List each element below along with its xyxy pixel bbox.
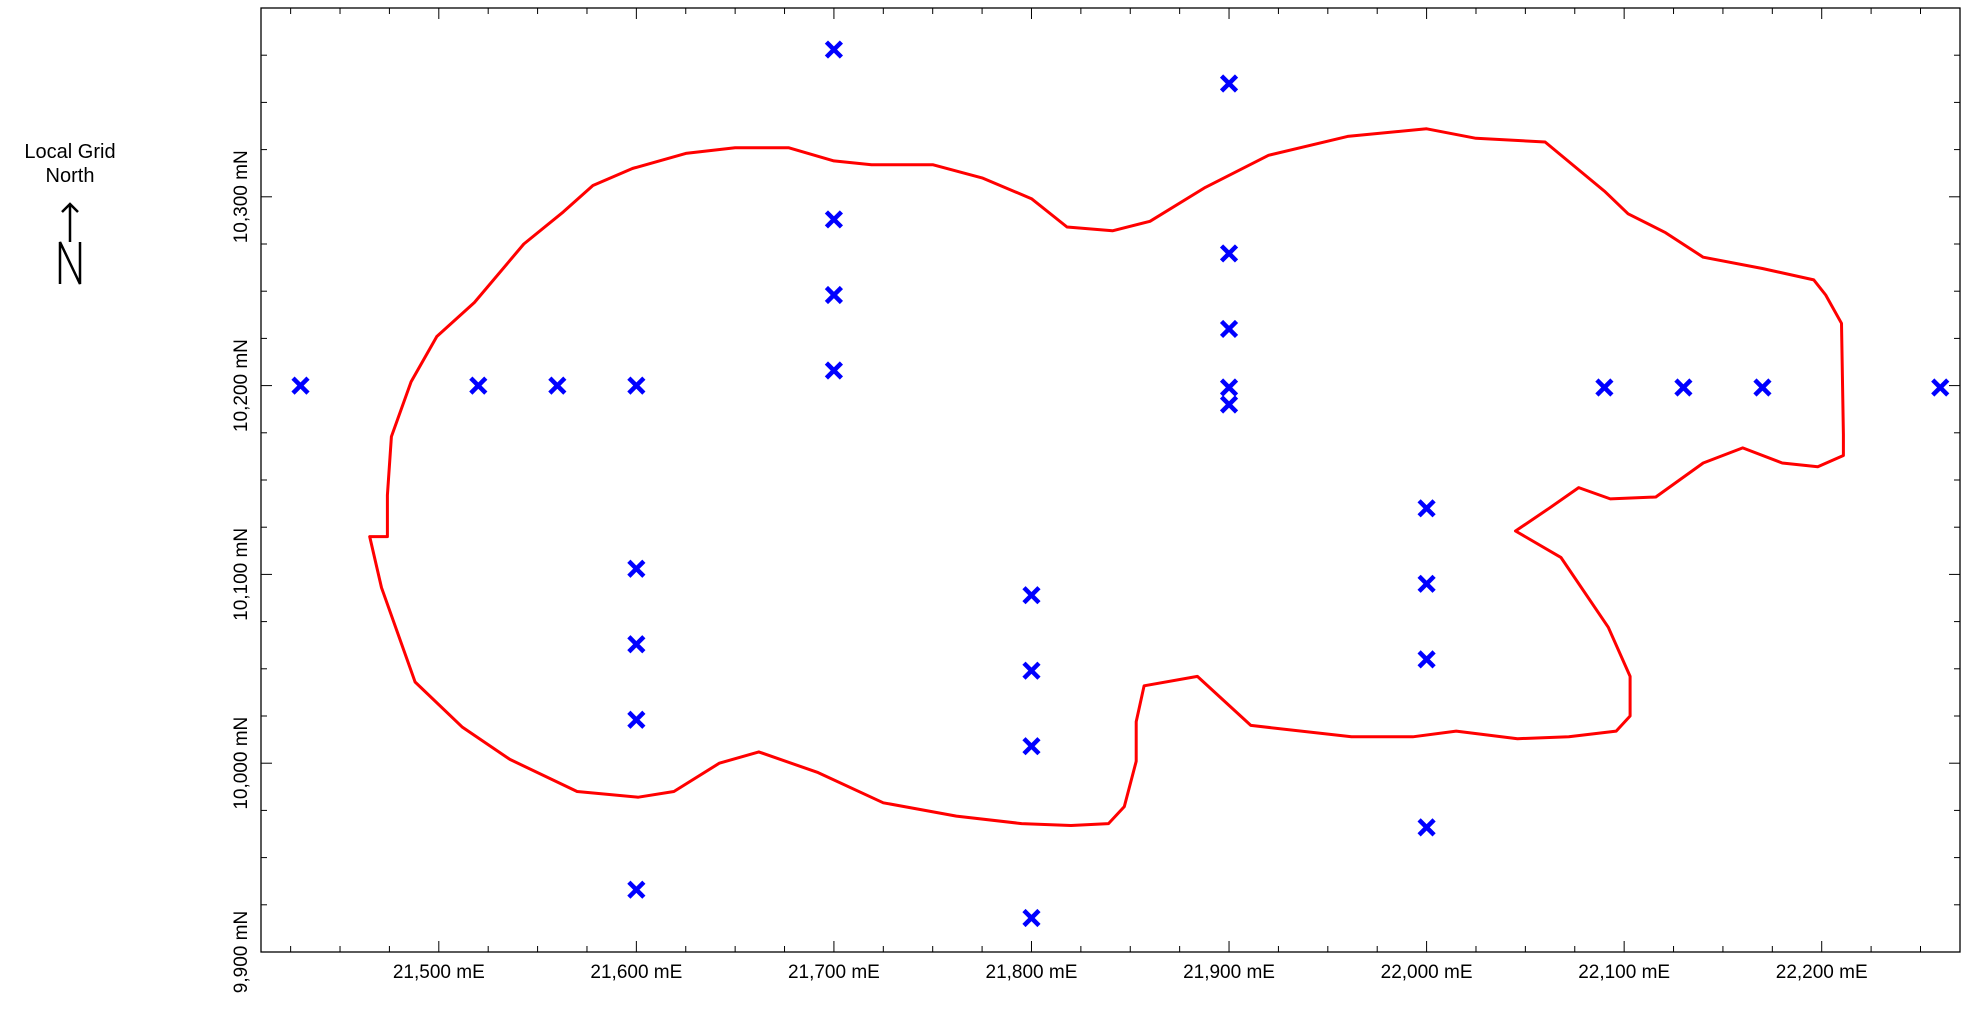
sample-point-marker (1219, 395, 1239, 414)
x-tick-label: 22,000 mE (1381, 962, 1473, 983)
sample-point-marker (1022, 586, 1041, 605)
sample-point-marker (1417, 574, 1436, 593)
sample-point-marker (1417, 818, 1436, 837)
sample-point-marker (627, 376, 646, 395)
sample-point-marker (824, 285, 844, 305)
x-tick-label: 22,200 mE (1776, 962, 1868, 983)
sample-point-marker (291, 376, 310, 395)
sample-point-marker (627, 635, 646, 654)
boundary-line (368, 127, 1845, 827)
sample-point-marker (627, 880, 646, 899)
y-tick-label: 10,100 mN (231, 528, 252, 621)
sample-point-marker (1219, 244, 1239, 263)
sample-point-marker (824, 361, 844, 380)
plot-border (260, 7, 1961, 953)
x-axis: 21,500 mE 21,600 mE 21,700 mE 21,800 mE 21,9… (290, 8, 1921, 983)
north-arrow-legend: Local Grid North (0, 140, 140, 286)
sample-point-marker (1417, 650, 1436, 669)
sample-point-marker (627, 559, 646, 578)
x-tick-label: 21,900 mE (1183, 962, 1275, 983)
boundary-outline (368, 127, 1845, 827)
x-tick-label: 21,700 mE (788, 962, 880, 983)
sample-point-marker (1931, 378, 1950, 397)
x-tick-label: 21,600 mE (590, 962, 682, 983)
sample-points (291, 40, 1950, 928)
north-label-line1: Local Grid (24, 141, 116, 163)
sample-point-marker (824, 40, 844, 59)
sample-point-marker (548, 376, 567, 395)
x-tick-label: 21,500 mE (393, 962, 485, 983)
y-tick-label: 9,900 mN (231, 911, 252, 993)
x-tick-label: 21,800 mE (986, 962, 1078, 983)
sample-point-marker (1219, 378, 1239, 397)
y-tick-label: 10,000 mN (231, 717, 252, 810)
north-label-line2: North (45, 165, 95, 187)
x-tick-label: 22,100 mE (1578, 962, 1670, 983)
sample-point-marker (1595, 378, 1614, 397)
sample-point-marker (627, 710, 646, 729)
sample-point-marker (1022, 737, 1041, 756)
sample-point-marker (824, 210, 844, 229)
sample-point-marker (1219, 74, 1239, 93)
y-tick-label: 10,200 mN (231, 339, 252, 432)
sample-point-marker (1417, 499, 1436, 518)
sample-point-marker (1674, 378, 1693, 397)
sample-point-marker (469, 376, 488, 395)
y-tick-label: 10,300 mN (231, 150, 252, 243)
y-axis: 9,900 mN 10,000 mN 10,100 mN 10,200 mN 10,30… (231, 7, 1960, 993)
sample-point-marker (1753, 378, 1772, 397)
sample-point-marker (1219, 319, 1239, 339)
sample-point-marker (1022, 661, 1041, 680)
sample-point-marker (1022, 908, 1041, 928)
plot-frame (260, 7, 1961, 953)
north-arrow-icon (58, 202, 82, 285)
